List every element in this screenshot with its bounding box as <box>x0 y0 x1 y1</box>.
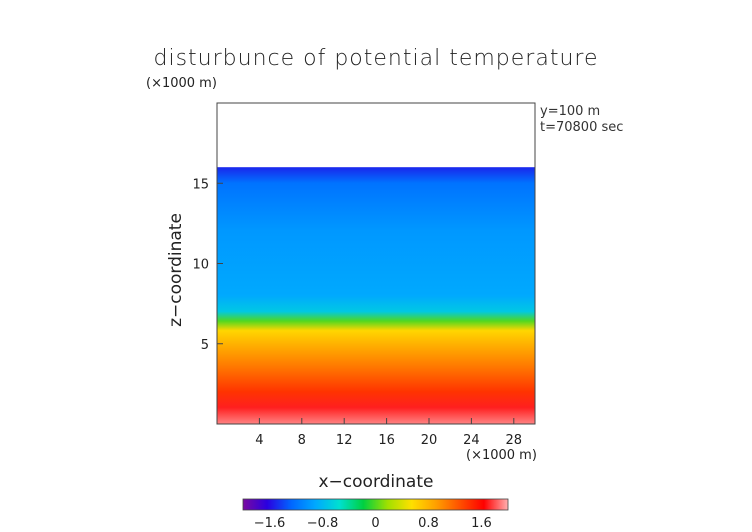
colorbar-tick-label: 0.8 <box>418 516 439 531</box>
colorbar-ticks: −1.6 −0.8 0 0.8 1.6 <box>254 516 492 531</box>
y-tick-label: 10 <box>192 258 209 273</box>
colorbar-tick-label: −0.8 <box>307 516 339 531</box>
annotation-y-position: y=100 m <box>540 104 601 119</box>
colorbar <box>242 498 509 511</box>
y-tick-label: 15 <box>192 177 209 192</box>
x-tick-label: 20 <box>421 433 438 448</box>
colorbar-tick-label: 0 <box>371 516 379 531</box>
x-axis-ticks: 4 8 12 16 20 24 28 <box>255 418 522 448</box>
x-tick-label: 8 <box>298 433 306 448</box>
x-tick-label: 24 <box>463 433 480 448</box>
x-tick-label: 16 <box>378 433 395 448</box>
x-tick-label: 28 <box>506 433 523 448</box>
axis-scale-note: (×1000 m) <box>146 76 217 91</box>
annotation-time: t=70800 sec <box>540 120 624 135</box>
y-axis-ticks: 5 10 15 <box>192 177 223 353</box>
chart-title: disturbunce of potential temperature <box>153 46 599 71</box>
x-tick-label: 12 <box>336 433 353 448</box>
colorbar-tick-label: 1.6 <box>471 516 492 531</box>
x-tick-label: 4 <box>255 433 263 448</box>
y-tick-label: 5 <box>201 338 209 353</box>
x-axis-unit: (×1000 m) <box>466 448 537 463</box>
x-axis-label: x−coordinate <box>318 472 434 492</box>
temperature-field <box>217 167 535 424</box>
colorbar-tick-label: −1.6 <box>254 516 286 531</box>
